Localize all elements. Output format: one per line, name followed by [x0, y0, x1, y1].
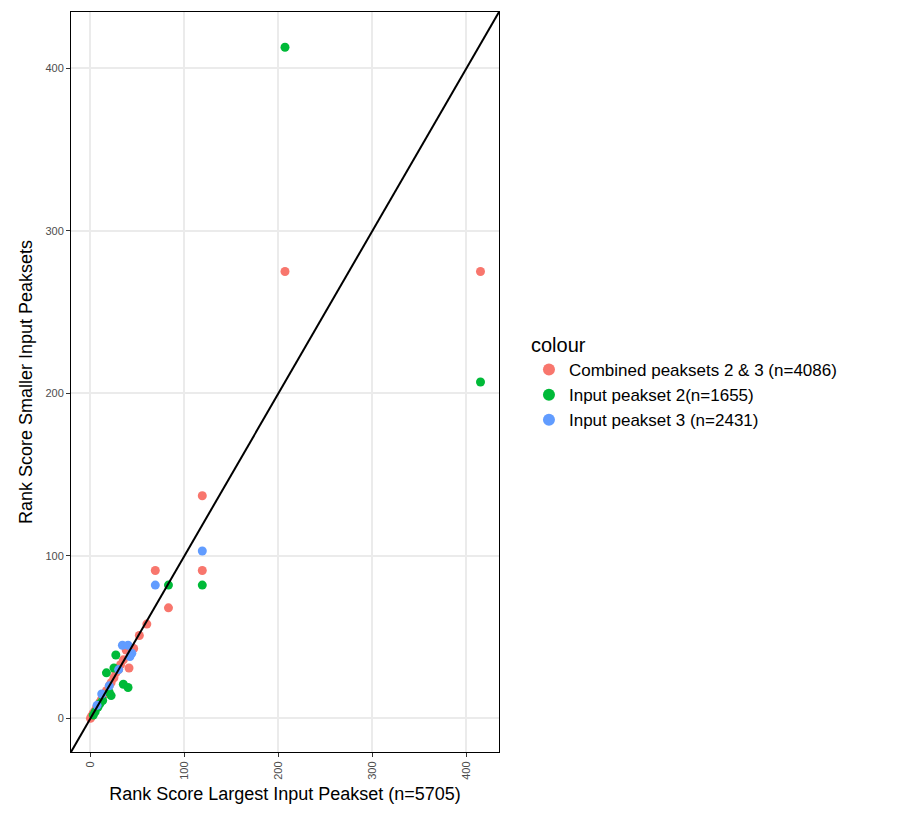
svg-text:400: 400 — [45, 62, 63, 74]
svg-text:100: 100 — [178, 761, 190, 779]
svg-text:Combined peaksets 2 & 3 (n=408: Combined peaksets 2 & 3 (n=4086) — [569, 361, 837, 380]
svg-text:colour: colour — [531, 334, 586, 356]
svg-text:100: 100 — [45, 550, 63, 562]
svg-text:200: 200 — [45, 387, 63, 399]
svg-text:Input peakset 3 (n=2431): Input peakset 3 (n=2431) — [569, 411, 759, 430]
svg-text:300: 300 — [366, 761, 378, 779]
svg-text:0: 0 — [58, 712, 64, 724]
svg-text:200: 200 — [272, 761, 284, 779]
svg-text:400: 400 — [460, 761, 472, 779]
svg-text:Rank Score Largest Input Peaks: Rank Score Largest Input Peakset (n=5705… — [109, 784, 461, 804]
svg-text:0: 0 — [84, 761, 96, 767]
svg-text:Rank Score Smaller Input Peaks: Rank Score Smaller Input Peaksets — [16, 240, 36, 524]
svg-text:300: 300 — [45, 225, 63, 237]
svg-text:Input peakset 2(n=1655): Input peakset 2(n=1655) — [569, 386, 754, 405]
